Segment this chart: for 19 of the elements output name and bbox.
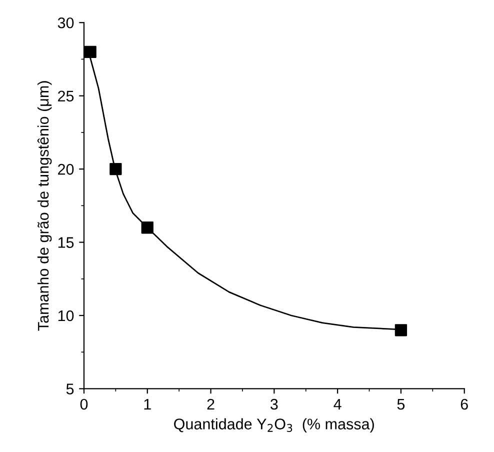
x-tick-label: 6 [460, 398, 468, 410]
point [141, 222, 154, 234]
y-tick-label: 25 [58, 90, 74, 102]
x-tick-label: 3 [270, 398, 278, 410]
y-tick-label: 20 [58, 164, 74, 175]
point [394, 324, 408, 336]
x-axis-title: Quantidade Y$_{2}$O$_{3}$ (% massa) [174, 418, 374, 432]
point [110, 162, 122, 176]
y-tick-label: 15 [58, 237, 74, 248]
x-tick-label: 5 [397, 399, 405, 410]
x-tick-label: 2 [207, 398, 214, 410]
x-tick-label: 4 [334, 399, 342, 410]
y-tick-label: 5 [66, 384, 74, 394]
y-tick-label: 10 [58, 310, 74, 322]
x-tick-label: 0 [80, 398, 88, 410]
x-tick-label: 1 [144, 399, 151, 410]
y-tick-label: 30 [58, 17, 74, 28]
point [84, 46, 96, 58]
y-axis-title: Tamanho de grão de tungstênio (μm) [37, 81, 52, 331]
